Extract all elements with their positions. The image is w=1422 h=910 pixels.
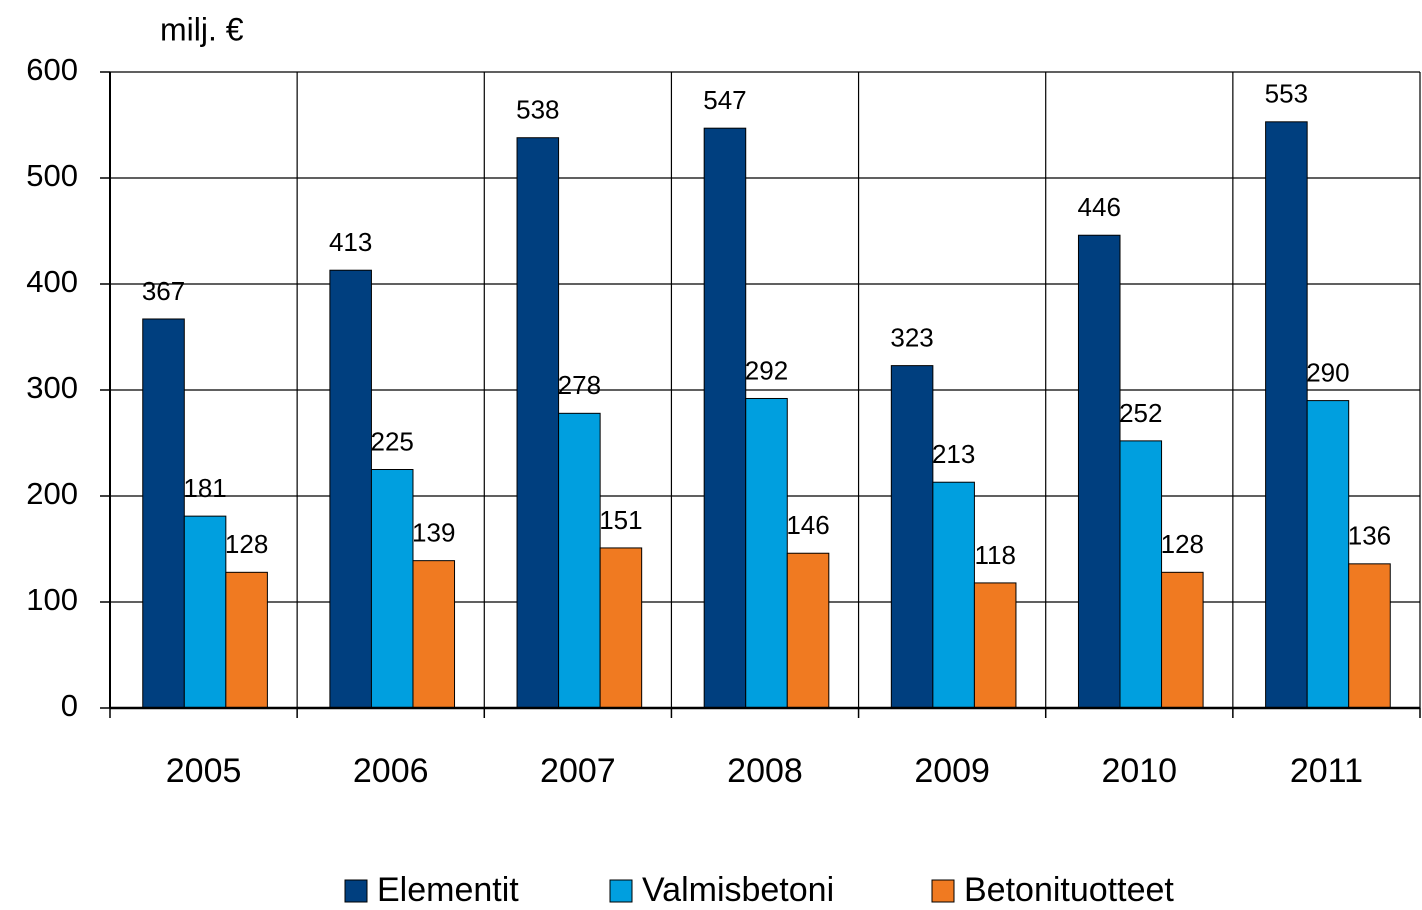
bar — [932, 481, 975, 709]
data-label: 538 — [516, 95, 559, 125]
bar — [183, 515, 227, 709]
bar — [516, 137, 560, 709]
x-tick-label: 2009 — [914, 752, 990, 790]
y-tick-label: 600 — [26, 52, 78, 87]
bar — [1265, 121, 1308, 709]
legend-label: Elementit — [377, 871, 519, 909]
data-label: 547 — [703, 85, 746, 115]
bar — [1161, 571, 1204, 709]
data-label: 136 — [1348, 521, 1391, 551]
data-label: 181 — [183, 473, 226, 503]
bar — [1077, 234, 1121, 709]
data-label: 252 — [1119, 398, 1162, 428]
data-label: 128 — [1161, 529, 1204, 559]
bar — [329, 269, 372, 709]
x-tick-label: 2005 — [166, 752, 242, 790]
data-label: 553 — [1265, 79, 1308, 109]
x-tick-label: 2007 — [540, 752, 616, 790]
data-label: 118 — [974, 540, 1015, 570]
bar — [142, 318, 185, 709]
legend-label: Betonituotteet — [964, 871, 1174, 909]
bar — [973, 582, 1017, 709]
data-label: 151 — [599, 505, 642, 535]
bar — [370, 469, 414, 709]
x-tick-label: 2006 — [353, 752, 429, 790]
bar — [1306, 400, 1350, 709]
x-tick-label: 2011 — [1290, 752, 1363, 790]
data-label: 323 — [890, 322, 933, 352]
data-label: 367 — [142, 276, 185, 306]
data-label: 446 — [1078, 192, 1121, 222]
data-label: 225 — [371, 426, 414, 456]
y-tick-label: 300 — [26, 370, 78, 405]
legend-swatch — [931, 879, 955, 903]
data-label: 292 — [745, 355, 788, 385]
bar — [1119, 440, 1163, 709]
data-label: 213 — [932, 439, 975, 469]
bar — [745, 397, 788, 709]
y-tick-label: 500 — [26, 158, 78, 193]
y-tick-label: 100 — [26, 582, 78, 617]
bar — [412, 560, 456, 709]
data-label: 146 — [786, 510, 829, 540]
y-tick-label: 400 — [26, 264, 78, 299]
data-label: 128 — [225, 529, 268, 559]
bar — [786, 552, 830, 709]
bar — [558, 412, 601, 709]
y-tick-label: 200 — [26, 476, 78, 511]
y-tick-label: 0 — [61, 688, 78, 723]
data-label: 290 — [1306, 357, 1349, 387]
x-tick-label: 2008 — [727, 752, 803, 790]
bar — [890, 365, 934, 709]
bar — [1348, 563, 1391, 709]
data-label: 413 — [329, 227, 372, 257]
bar — [599, 547, 643, 709]
bar — [225, 571, 268, 709]
legend-swatch — [609, 879, 633, 903]
x-tick-label: 2010 — [1101, 752, 1177, 790]
data-label: 139 — [412, 518, 455, 548]
data-label: 278 — [558, 370, 601, 400]
legend-label: Valmisbetoni — [642, 871, 834, 909]
bar — [703, 127, 747, 709]
y-axis-label: milj. € — [160, 11, 244, 47]
legend-swatch — [344, 879, 368, 903]
